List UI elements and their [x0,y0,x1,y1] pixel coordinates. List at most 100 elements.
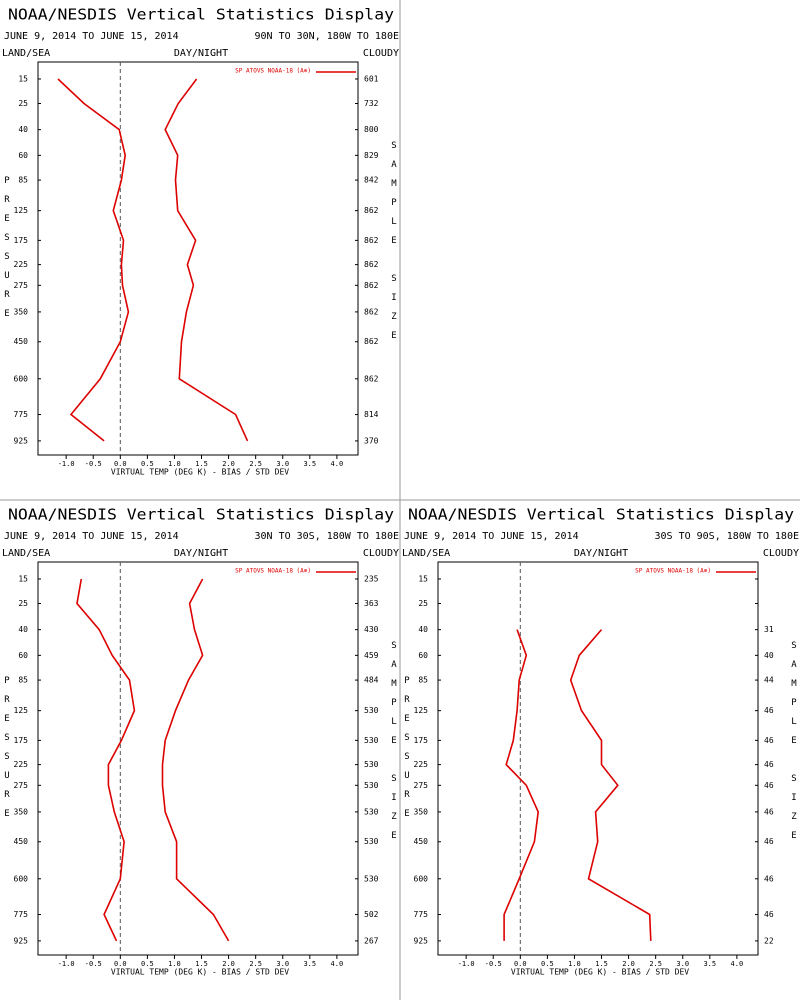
sample-size: 363 [364,599,379,608]
sample-size: 40 [764,651,774,660]
day-night: DAY/NIGHT [574,548,628,559]
legend-label: SP ATOVS NOAA-18 (A⊕) [635,568,711,575]
sample-size: 46 [764,706,774,715]
sample-size: 235 [364,574,379,583]
sample-size: 530 [364,706,379,715]
y-tick-label: 15 [18,574,28,583]
x-tick-label: 1.0 [168,460,181,468]
sample-size: 502 [364,910,379,919]
sample-size: 862 [364,260,379,269]
x-tick-label: 2.0 [222,960,235,968]
date-range: JUNE 9, 2014 TO JUNE 15, 2014 [404,531,579,542]
sample-size: 601 [364,74,379,83]
y-tick-label: 450 [14,837,29,846]
land-sea: LAND/SEA [2,548,50,559]
sample-size: 530 [364,736,379,745]
x-tick-label: 2.5 [249,960,262,968]
sample-size: 46 [764,760,774,769]
y-tick-label: 275 [14,781,29,790]
y-tick-label: 275 [14,281,29,290]
sample-size: 862 [364,337,379,346]
y-tick-label: 25 [18,99,28,108]
sample-size: 370 [364,436,379,445]
x-tick-label: 4.0 [331,960,344,968]
y-tick-label: 40 [18,625,28,634]
cloudy: CLOUDY [363,48,399,59]
y-tick-label: 125 [14,706,29,715]
land-sea: LAND/SEA [402,548,450,559]
y-tick-label: 125 [14,206,29,215]
x-tick-label: 1.5 [195,960,208,968]
sample-size: 46 [764,874,774,883]
y-tick-label: 350 [14,807,29,816]
sample-size: 31 [764,625,774,634]
x-tick-label: 4.0 [731,960,744,968]
y2-axis-label: SAMPLE SIZE [789,641,799,850]
y-tick-label: 85 [18,176,28,185]
plot-frame [37,561,359,956]
sample-size: 530 [364,807,379,816]
y2-axis-label: SAMPLE SIZE [389,641,399,850]
y-tick-label: 775 [14,910,29,919]
y-tick-label: 450 [414,837,429,846]
region: 30S TO 90S, 180W TO 180E [655,531,800,542]
x-tick-label: -1.0 [58,960,75,968]
y-tick-label: 60 [418,651,428,660]
y-tick-label: 925 [14,936,29,945]
sample-size: 46 [764,807,774,816]
y-tick-label: 25 [418,599,428,608]
sample-size: 46 [764,736,774,745]
sample-size: 862 [364,374,379,383]
x-tick-label: 3.0 [276,960,289,968]
x-tick-label: 2.5 [649,960,662,968]
chart-title: NOAA/NESDIS Vertical Statistics Display [408,506,794,524]
x-tick-label: 1.5 [595,960,608,968]
y-tick-label: 85 [418,676,428,685]
x-tick-label: 1.0 [568,960,581,968]
chart-panel: NOAA/NESDIS Vertical Statistics Display J… [2,6,399,477]
x-tick-label: -0.5 [85,960,102,968]
sample-size: 46 [764,910,774,919]
y-tick-label: 175 [14,236,29,245]
profile-line [161,578,230,942]
x-tick-label: 4.0 [331,460,344,468]
day-night: DAY/NIGHT [174,48,228,59]
date-range: JUNE 9, 2014 TO JUNE 15, 2014 [4,531,179,542]
profile-line [76,578,136,942]
plot-frame [37,61,359,456]
y-tick-label: 15 [418,574,428,583]
day-night: DAY/NIGHT [174,548,228,559]
sample-size: 46 [764,781,774,790]
x-tick-label: 2.5 [249,460,262,468]
y-tick-label: 350 [14,307,29,316]
sample-size: 459 [364,651,379,660]
profile-line [57,78,130,442]
plot-frame [437,561,759,956]
sample-size: 530 [364,874,379,883]
sample-size: 44 [764,676,774,685]
x-tick-label: 0.0 [514,960,527,968]
sample-size: 862 [364,206,379,215]
y-axis-label: PRESSURE [2,676,12,828]
sample-size: 732 [364,99,379,108]
chart-panel: NOAA/NESDIS Vertical Statistics Display J… [2,506,399,977]
sample-size: 842 [364,176,379,185]
profile-line [569,629,652,941]
chart-title: NOAA/NESDIS Vertical Statistics Display [8,6,394,24]
x-tick-label: -0.5 [85,460,102,468]
date-range: JUNE 9, 2014 TO JUNE 15, 2014 [4,31,179,42]
y2-axis-label: SAMPLE SIZE [389,141,399,350]
x-tick-label: 0.0 [114,460,127,468]
x-tick-label: 3.5 [303,460,316,468]
sample-size: 814 [364,410,379,419]
x-tick-label: -1.0 [458,960,475,968]
y-tick-label: 775 [14,410,29,419]
y-tick-label: 225 [14,760,29,769]
chart-title: NOAA/NESDIS Vertical Statistics Display [8,506,394,524]
x-tick-label: 2.0 [622,960,635,968]
profile-line [503,629,540,941]
y-tick-label: 40 [18,125,28,134]
cloudy: CLOUDY [763,548,799,559]
cloudy: CLOUDY [363,548,399,559]
x-axis-label: VIRTUAL TEMP (DEG K) - BIAS / STD DEV [111,468,289,477]
